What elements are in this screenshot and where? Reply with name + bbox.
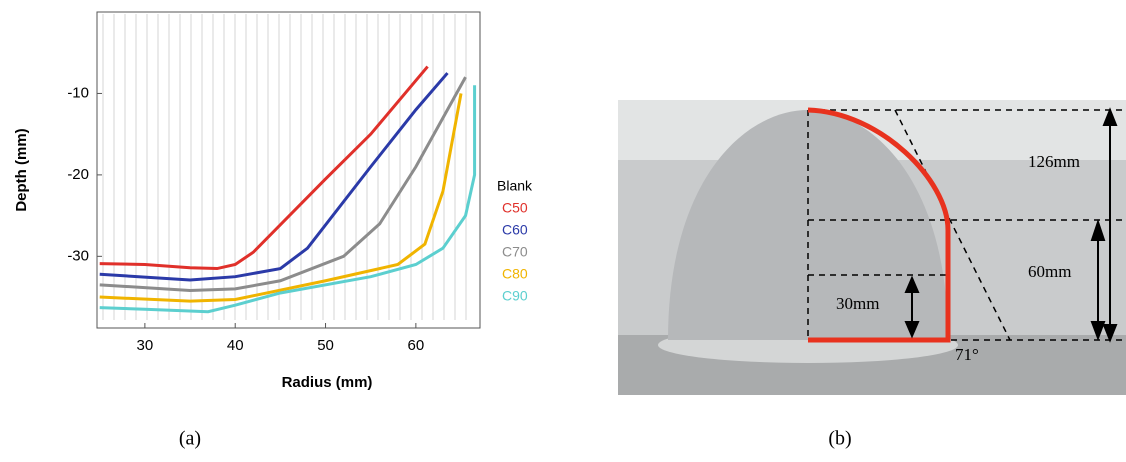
x-tick-label: 40 — [227, 337, 244, 354]
chart: Radius (mm) Depth (mm) Blank (a) 30 40 50 6… — [13, 11, 533, 450]
caption: (b) — [828, 428, 851, 450]
legend-entry: C90 — [502, 288, 528, 304]
y-tick-label: -20 — [67, 166, 89, 183]
legend-title: Blank — [497, 178, 533, 194]
legend-entry: C80 — [502, 266, 528, 282]
y-axis-label: Depth (mm) — [13, 128, 30, 211]
dimension-lines — [807, 109, 1126, 341]
profile-outline — [807, 107, 951, 343]
angle-label: 71° — [955, 345, 979, 364]
dimension-label: 60mm — [1028, 262, 1071, 281]
caption: (a) — [179, 428, 201, 450]
plot-frame — [96, 11, 481, 329]
legend-entry: C70 — [502, 244, 528, 260]
y-tick-label: -10 — [67, 84, 89, 101]
x-tick-label: 50 — [317, 337, 334, 354]
dimension-label: 126mm — [1028, 152, 1080, 171]
series-line — [99, 85, 477, 314]
arrows — [904, 107, 1118, 343]
series-line — [99, 65, 429, 271]
legend-entry: C50 — [502, 200, 528, 216]
series-line — [99, 72, 449, 282]
x-tick-label: 30 — [137, 337, 154, 354]
y-tick-label: -30 — [67, 247, 89, 264]
x-tick-label: 60 — [408, 337, 425, 354]
legend-entry: C60 — [502, 222, 528, 238]
series-line — [99, 76, 467, 293]
photo-panel: 126mm 60mm 30mm 71° (b) — [618, 100, 1126, 450]
x-axis-label: Radius (mm) — [282, 374, 373, 391]
dimension-label: 30mm — [836, 294, 879, 313]
series-line — [99, 93, 463, 303]
